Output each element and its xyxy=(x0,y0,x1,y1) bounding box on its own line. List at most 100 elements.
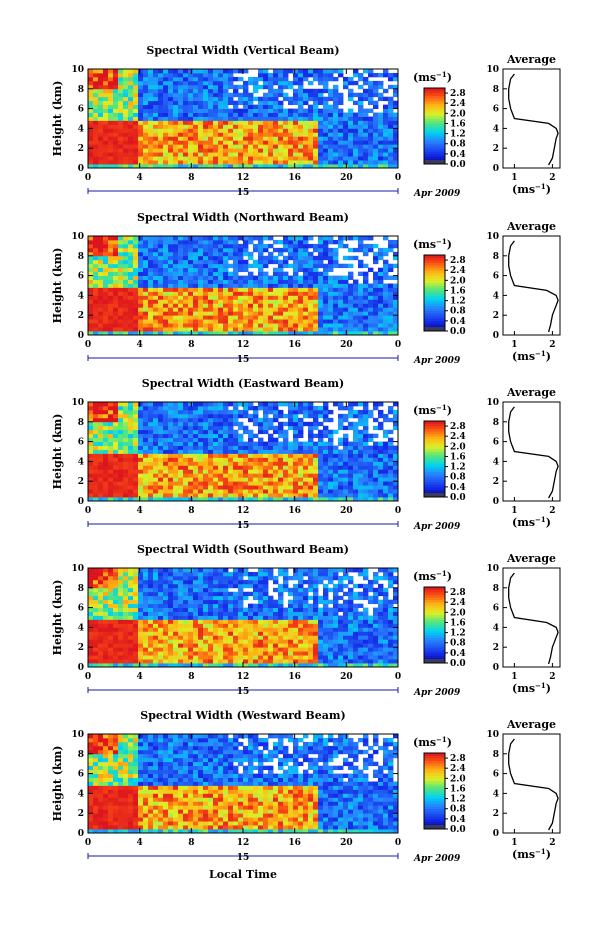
heatmap-cell xyxy=(288,112,294,117)
heatmap-cell xyxy=(238,485,244,490)
heatmap-cell xyxy=(168,425,174,431)
heatmap-cell xyxy=(173,88,179,94)
heatmap-cell xyxy=(168,323,174,328)
heatmap-cell xyxy=(103,433,109,439)
average-y-tick-label: 10 xyxy=(486,232,499,242)
heatmap-cell xyxy=(168,100,174,106)
heatmap-cell xyxy=(273,69,279,74)
heatmap-cell xyxy=(193,267,199,273)
heatmap-cell xyxy=(113,100,119,106)
heatmap-cell xyxy=(253,140,259,145)
heatmap-cell xyxy=(378,299,384,304)
heatmap-cell xyxy=(233,108,239,113)
heatmap-cell xyxy=(228,144,234,149)
heatmap-cell xyxy=(128,112,134,117)
heatmap-cell xyxy=(263,283,269,288)
heatmap-cell xyxy=(113,623,119,628)
heatmap-cell xyxy=(228,96,234,102)
heatmap-cell xyxy=(348,453,354,458)
heatmap-cell xyxy=(363,461,369,466)
heatmap-cell xyxy=(203,497,209,502)
heatmap-cell xyxy=(338,283,344,288)
heatmap-cell xyxy=(223,425,229,431)
heatmap-cell xyxy=(223,453,229,458)
heatmap-cell xyxy=(123,441,129,446)
heatmap-cell xyxy=(163,72,169,78)
heatmap-cell xyxy=(253,88,259,94)
heatmap-cell xyxy=(153,279,159,284)
heatmap-cell xyxy=(253,263,259,269)
heatmap-cell xyxy=(298,461,304,466)
heatmap-cell xyxy=(98,239,104,245)
heatmap-cell xyxy=(108,152,114,157)
colorbar-swatch xyxy=(424,443,445,447)
heatmap-cell xyxy=(348,323,354,328)
heatmap-cell xyxy=(123,568,129,573)
heatmap-cell xyxy=(178,307,184,312)
y-tick-label: 4 xyxy=(78,291,84,301)
heatmap-cell xyxy=(358,144,364,149)
heatmap-cell xyxy=(123,92,129,98)
heatmap-cell xyxy=(268,323,274,328)
heatmap-cell xyxy=(373,441,379,446)
heatmap-cell xyxy=(153,405,159,411)
heatmap-cell xyxy=(98,453,104,458)
colorbar-swatch xyxy=(424,466,445,470)
heatmap-cell xyxy=(353,461,359,466)
heatmap-cell xyxy=(88,477,94,482)
heatmap-cell xyxy=(268,295,274,300)
heatmap-cell xyxy=(353,124,359,129)
heatmap-cell xyxy=(233,299,239,304)
heatmap-cell xyxy=(283,457,289,462)
heatmap-cell xyxy=(113,116,119,121)
heatmap-cell xyxy=(333,331,339,336)
heatmap-cell xyxy=(153,323,159,328)
heatmap-cell xyxy=(103,659,109,664)
heatmap-cell xyxy=(373,465,379,470)
heatmap-cell xyxy=(338,124,344,129)
heatmap-cell xyxy=(98,457,104,462)
heatmap-cell xyxy=(233,323,239,328)
heatmap-cell xyxy=(388,307,394,312)
heatmap-cell xyxy=(313,92,319,98)
heatmap-cell xyxy=(163,283,169,288)
heatmap-cell xyxy=(203,124,209,129)
heatmap-cell xyxy=(173,136,179,141)
heatmap-cell xyxy=(353,164,359,169)
heatmap-cell xyxy=(338,243,344,249)
heatmap-cell xyxy=(133,655,139,660)
heatmap-cell xyxy=(143,623,149,628)
heatmap-cell xyxy=(343,453,349,458)
heatmap-cell xyxy=(383,315,389,320)
heatmap-cell xyxy=(238,425,244,431)
heatmap-cell xyxy=(268,144,274,149)
heatmap-cell xyxy=(218,100,224,106)
heatmap-cell xyxy=(318,497,324,502)
heatmap-cell xyxy=(113,291,119,296)
heatmap-cell xyxy=(168,108,174,113)
heatmap-cell xyxy=(328,69,334,74)
heatmap-cell xyxy=(193,437,199,442)
heatmap-cell xyxy=(143,164,149,169)
heatmap-cell xyxy=(243,493,249,498)
heatmap-cell xyxy=(283,461,289,466)
heatmap-cell xyxy=(183,421,189,427)
heatmap-cell xyxy=(248,413,254,419)
heatmap-cell xyxy=(298,409,304,415)
heatmap-cell xyxy=(313,445,319,450)
heatmap-cell xyxy=(98,469,104,474)
heatmap-cell xyxy=(308,465,314,470)
heatmap-cell xyxy=(293,96,299,102)
heatmap-cell xyxy=(323,429,329,435)
heatmap-cell xyxy=(248,287,254,292)
heatmap-cell xyxy=(328,259,334,265)
heatmap-cell xyxy=(223,465,229,470)
heatmap-cell xyxy=(333,461,339,466)
heatmap-cell xyxy=(183,283,189,288)
heatmap-cell xyxy=(198,279,204,284)
heatmap-cell xyxy=(178,128,184,133)
heatmap-cell xyxy=(333,287,339,292)
heatmap-cell xyxy=(208,116,214,121)
heatmap-cell xyxy=(213,291,219,296)
heatmap-cell xyxy=(248,493,254,498)
